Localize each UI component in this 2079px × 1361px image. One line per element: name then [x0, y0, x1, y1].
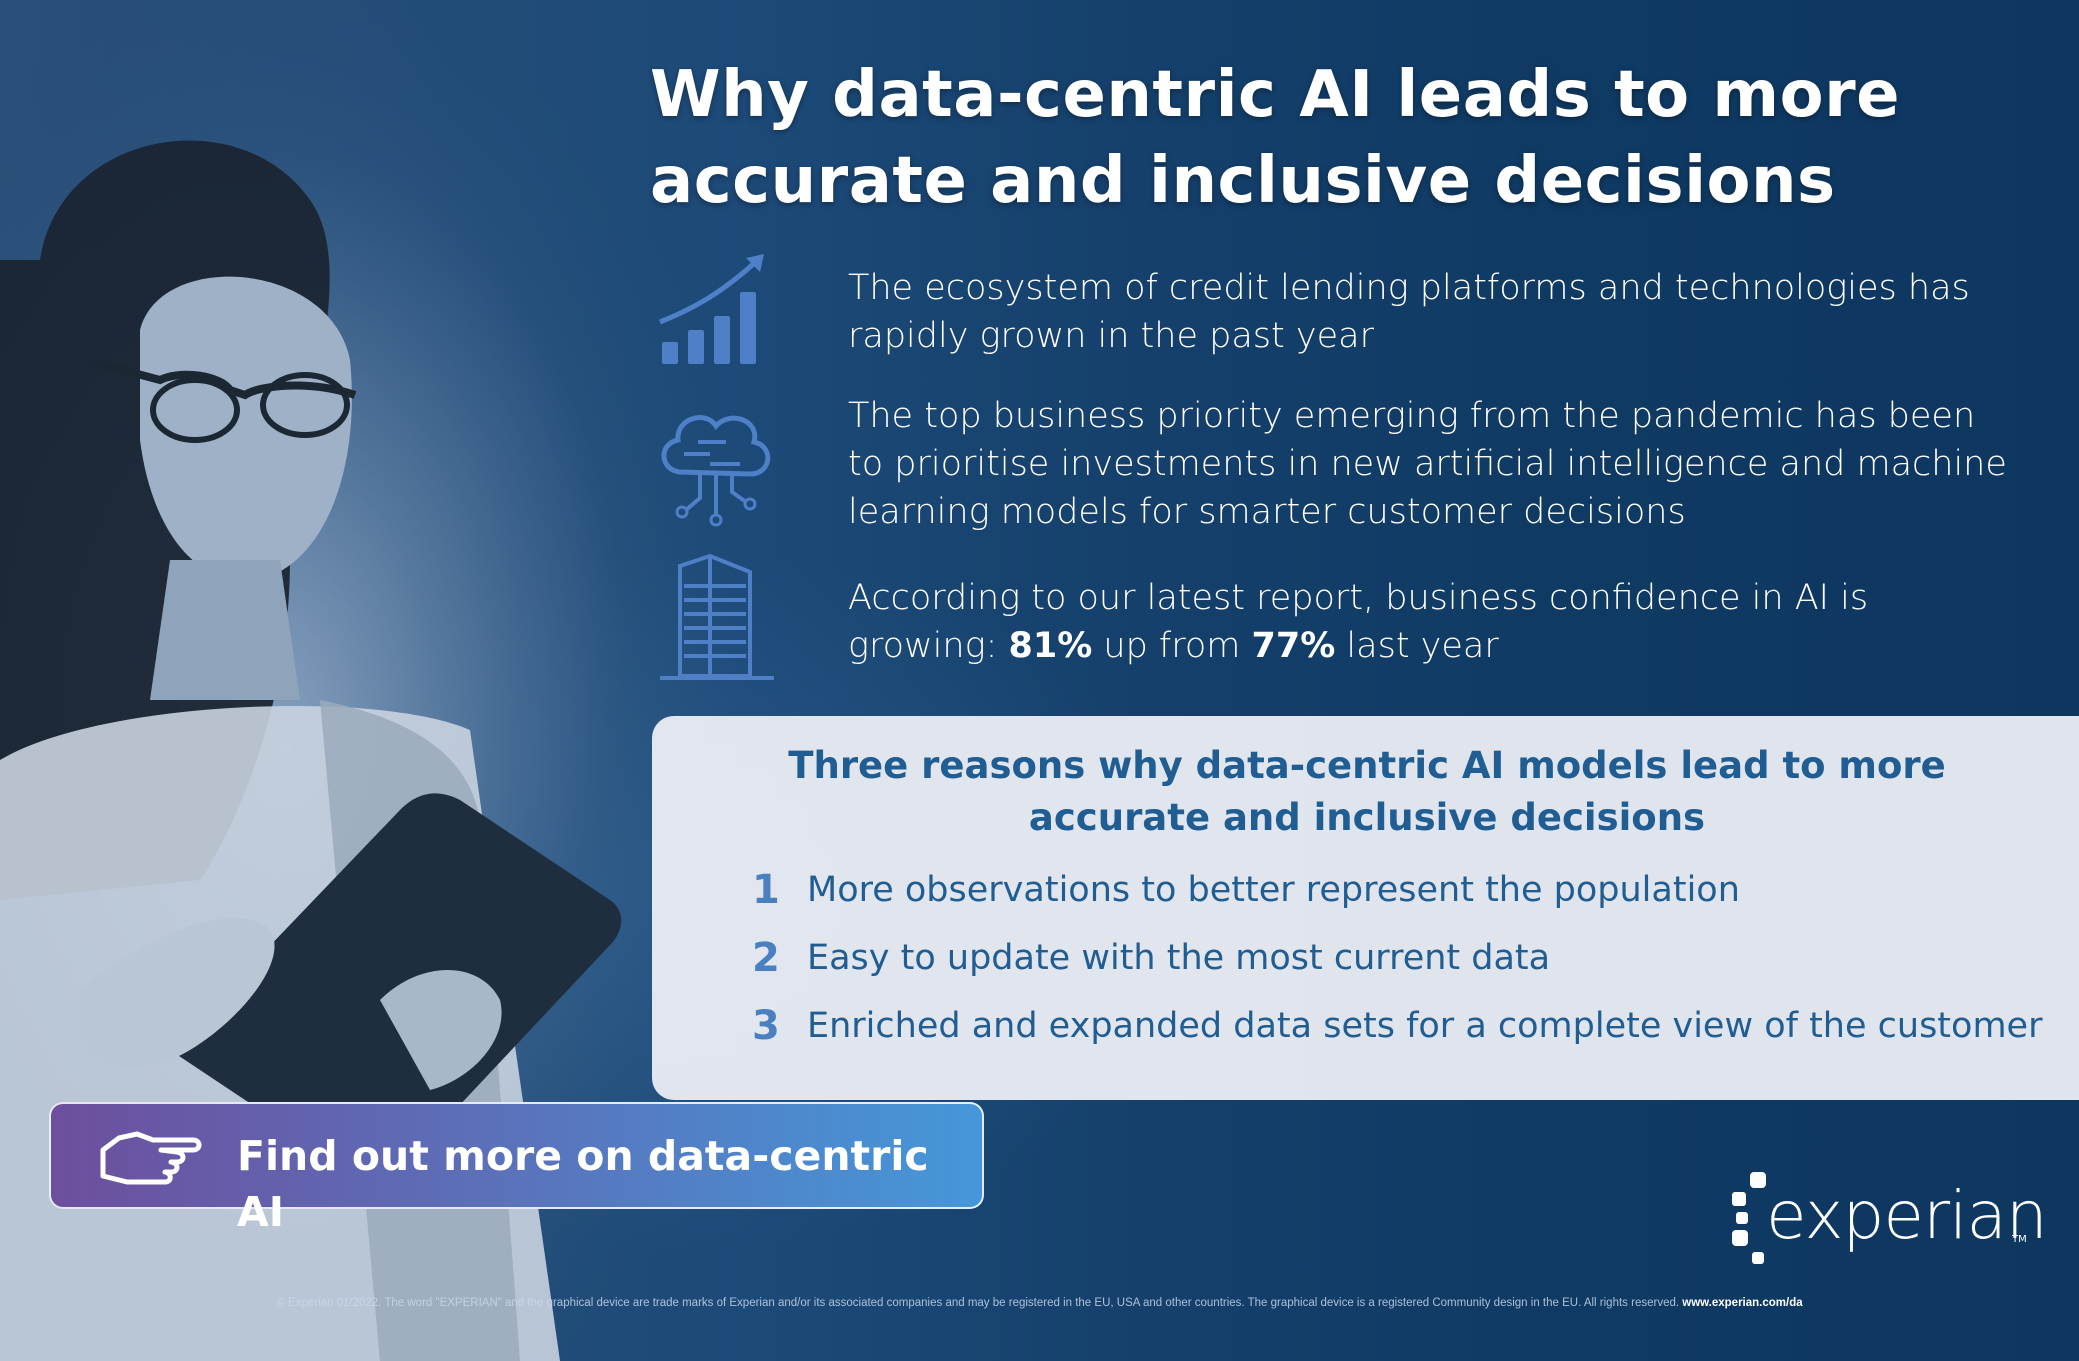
reason-item: 2 Easy to update with the most current d…: [752, 930, 2052, 990]
reason-number: 1: [752, 867, 780, 913]
reason-item: 1 More observations to better represent …: [752, 862, 2052, 922]
legal-text: © Experian 01/2022. The word "EXPERIAN" …: [276, 1297, 1683, 1309]
stat-current: 81%: [1008, 626, 1093, 666]
fact-text: The ecosystem of credit lending platform…: [848, 268, 1970, 356]
reason-item: 3 Enriched and expanded data sets for a …: [752, 998, 2052, 1058]
reason-number: 2: [752, 935, 780, 981]
reason-text: Easy to update with the most current dat…: [807, 938, 1551, 978]
experian-graphic-device-icon: [1732, 1172, 1766, 1264]
stat-previous: 77%: [1251, 626, 1336, 666]
pointing-hand-icon: [100, 1131, 202, 1185]
building-icon: [660, 553, 774, 680]
experian-wordmark: experian: [1766, 1177, 2048, 1254]
fact-text-part: last year: [1335, 626, 1499, 666]
fact-text-part: up from: [1092, 626, 1252, 666]
panel-title: Three reasons why data-centric AI models…: [788, 744, 1946, 839]
reason-text: More observations to better represent th…: [807, 870, 1740, 910]
fact-item-priority: The top business priority emerging from …: [650, 392, 2030, 542]
footer-url[interactable]: www.experian.com/da: [1682, 1297, 1803, 1309]
reason-number: 3: [752, 1003, 780, 1049]
legal-footer: © Experian 01/2022. The word "EXPERIAN" …: [0, 1295, 2079, 1311]
trademark-symbol: TM: [2012, 1234, 2027, 1245]
fact-item-ecosystem: The ecosystem of credit lending platform…: [650, 250, 2030, 370]
experian-logo: experian TM: [1728, 1168, 2048, 1278]
page-title: Why data-centric AI leads to more accura…: [650, 58, 1901, 218]
fact-text: According to our latest report, business…: [848, 574, 2008, 670]
reasons-panel: Three reasons why data-centric AI models…: [652, 716, 2079, 1100]
fact-text: The top business priority emerging from …: [848, 396, 2007, 532]
find-out-more-button[interactable]: Find out more on data-centric AI: [49, 1102, 984, 1236]
fact-text-part: According to our latest report, business…: [848, 578, 1869, 666]
growth-chart-icon: [659, 254, 764, 364]
reason-text: Enriched and expanded data sets for a co…: [807, 1006, 2043, 1046]
fact-item-confidence: According to our latest report, business…: [650, 552, 2030, 682]
cta-label: Find out more on data-centric AI: [237, 1132, 929, 1236]
ai-brain-icon: [661, 415, 771, 527]
